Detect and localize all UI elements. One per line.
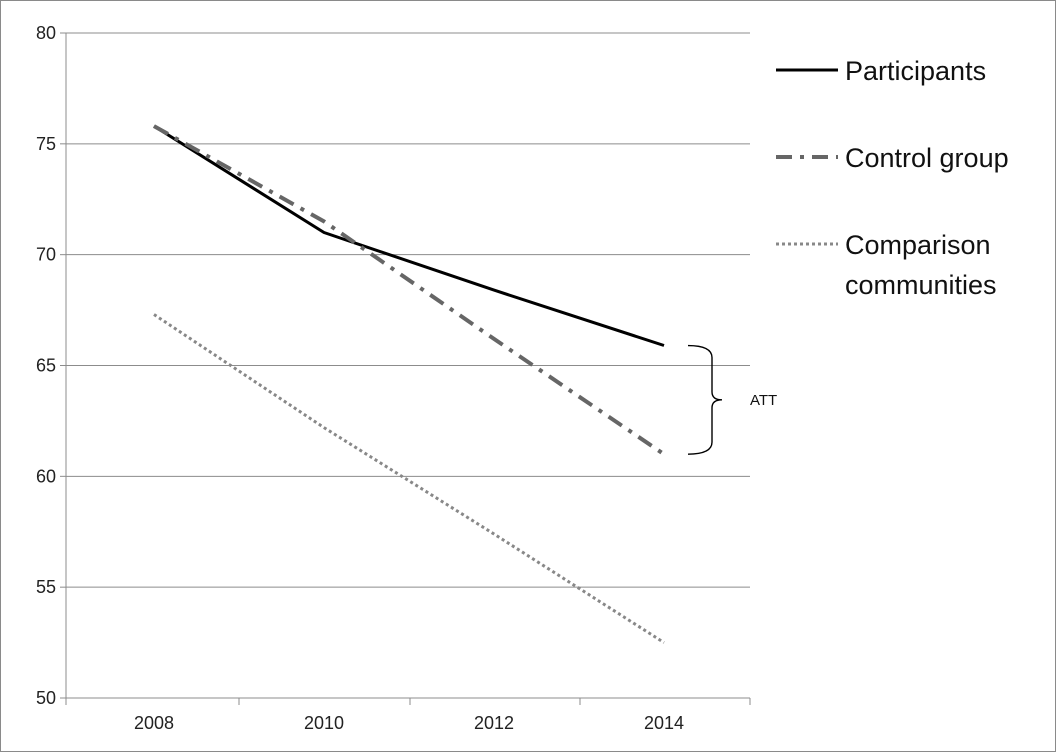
series-line-participants — [153, 124, 665, 347]
att-annotation: ATT — [687, 344, 777, 455]
y-tick-label: 65 — [36, 356, 56, 376]
legend-label: Comparison — [845, 230, 991, 260]
att-brace — [687, 344, 723, 455]
x-tick-label: 2010 — [304, 713, 344, 733]
legend-label: Control group — [845, 143, 1009, 173]
y-tick-label: 80 — [36, 23, 56, 43]
y-tick-label: 55 — [36, 577, 56, 597]
gridlines — [66, 32, 750, 588]
x-tick-label: 2012 — [474, 713, 514, 733]
series-line-control-group — [153, 124, 666, 456]
series-lines — [153, 124, 666, 644]
y-tick-labels: 50 55 60 65 70 75 80 — [36, 23, 56, 708]
y-tick-label: 75 — [36, 134, 56, 154]
att-label: ATT — [750, 392, 777, 409]
series-line-comparison-communities — [153, 313, 665, 644]
axes — [60, 32, 751, 705]
legend-label: Participants — [845, 56, 986, 86]
x-tick-label: 2008 — [134, 713, 174, 733]
y-tick-label: 70 — [36, 245, 56, 265]
x-tick-labels: 2008 2010 2012 2014 — [134, 713, 684, 733]
y-tick-label: 50 — [36, 688, 56, 708]
legend: Participants Control group Comparison commu… — [776, 56, 1009, 300]
legend-label: communities — [845, 270, 997, 300]
x-tick-label: 2014 — [644, 713, 684, 733]
y-tick-label: 60 — [36, 466, 56, 486]
